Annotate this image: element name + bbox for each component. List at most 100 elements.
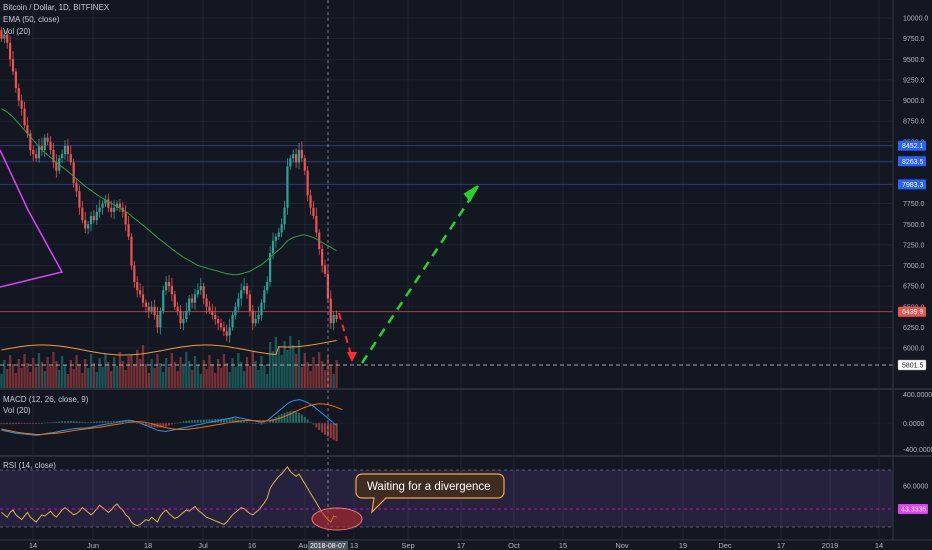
candle-body xyxy=(101,203,104,208)
projection-arrows[interactable] xyxy=(338,185,479,364)
macd-histogram-bar xyxy=(98,421,101,423)
volume-bar xyxy=(294,354,298,388)
macd-histogram-bar xyxy=(271,418,275,423)
symbol-title[interactable]: Bitcoin / Dollar, 1D, BITFINEX xyxy=(3,3,110,12)
volume-bar xyxy=(37,353,41,388)
macd-histogram-bar xyxy=(124,420,127,423)
triangle-drawing[interactable] xyxy=(0,149,64,288)
time-axis[interactable]: 14 Jun 18 Jul 16 Aug 13 Sep 17 Oct 15 Nov 19 Dec 17 201… xyxy=(29,541,883,550)
macd-histogram-bar xyxy=(72,421,75,423)
macd-histogram-bar xyxy=(9,423,12,425)
candle-body xyxy=(167,282,171,287)
macd-histogram-bar xyxy=(78,421,81,423)
price-tick-label: 6000.0 xyxy=(903,346,925,353)
candle-body xyxy=(245,286,249,295)
volume-bar xyxy=(323,370,327,388)
down-arrow[interactable] xyxy=(338,312,353,359)
macd-histogram-bar xyxy=(329,423,332,439)
macd-histogram-bar xyxy=(173,423,176,424)
macd-histogram-bar xyxy=(170,423,173,425)
rsi-axis[interactable]: 60.0000 43.3336 xyxy=(898,484,928,515)
candle-body xyxy=(84,220,87,229)
price-axis[interactable]: 10000.09750.09500.09250.09000.08750.0850… xyxy=(897,16,928,371)
volume-bar xyxy=(46,357,49,388)
time-tick-label: 16 xyxy=(248,541,256,550)
macd-histogram-bar xyxy=(113,421,116,423)
price-badge-label: 6439.9 xyxy=(902,309,924,316)
macd-legend[interactable]: MACD (12, 26, close, 9) xyxy=(3,395,89,404)
volume-bar xyxy=(159,363,162,388)
volume-bar xyxy=(144,364,148,388)
volume-bar xyxy=(84,359,87,388)
candle-body xyxy=(89,216,93,225)
candle-body xyxy=(141,294,145,303)
volume-bar xyxy=(297,340,301,388)
candle-body xyxy=(300,150,303,159)
volume-bar xyxy=(118,352,122,388)
price-tick-label: 9500.0 xyxy=(903,57,925,64)
candle-body xyxy=(231,315,234,328)
volume-bar xyxy=(231,358,234,388)
candle-body xyxy=(329,298,332,324)
price-tick-label: 9750.0 xyxy=(903,36,925,43)
macd-histogram-bar xyxy=(147,423,150,427)
macd-histogram-bar xyxy=(110,421,113,423)
macd-axis[interactable]: 400.0000 0.0000 -400.0000 xyxy=(903,392,932,454)
candle-body xyxy=(75,183,78,192)
candle-body xyxy=(81,207,84,221)
candle-body xyxy=(332,315,335,324)
ema-line xyxy=(1,108,337,276)
macd-histogram-bar xyxy=(20,423,23,424)
time-tick-label: Jul xyxy=(198,541,208,550)
macd-histogram-bar xyxy=(37,423,41,424)
macd-histogram-bar xyxy=(95,421,98,423)
macd-histogram-bar xyxy=(167,423,171,426)
macd-histogram-bar xyxy=(150,423,153,428)
candle-body xyxy=(115,203,119,208)
macd-histogram-bar xyxy=(260,423,263,425)
volume-bar xyxy=(329,365,332,388)
candle-body xyxy=(312,207,315,216)
volume-bar xyxy=(147,373,150,388)
candle-body xyxy=(78,191,81,208)
annotation-callout[interactable]: Waiting for a divergence xyxy=(355,473,505,514)
volume-bar xyxy=(219,368,223,388)
volume-bar xyxy=(63,365,67,388)
divergence-ellipse[interactable] xyxy=(311,507,363,531)
candle-body xyxy=(113,207,116,212)
macd-histogram-bar xyxy=(231,418,234,423)
volume-legend[interactable]: Vol (20) xyxy=(3,27,31,36)
macd-histogram-bar xyxy=(107,421,110,423)
macd-histogram-bar xyxy=(188,420,191,423)
time-tick-label: Aug xyxy=(298,541,311,550)
candle-body xyxy=(46,137,49,142)
macd-histogram-bar xyxy=(245,421,249,423)
volume-bar xyxy=(14,373,18,388)
time-tick-label: 17 xyxy=(457,541,465,550)
candle-body xyxy=(196,290,199,295)
volume-bar xyxy=(130,355,133,388)
ema-legend[interactable]: EMA (50, close) xyxy=(3,15,60,24)
candle-body xyxy=(43,137,46,150)
candle-body xyxy=(136,282,139,291)
volume-bar xyxy=(3,360,6,388)
macd-histogram-bar xyxy=(17,423,20,425)
volume-bar xyxy=(29,372,32,388)
rsi-legend[interactable]: RSI (14, close) xyxy=(3,461,56,470)
macd-tick-label: -400.0000 xyxy=(903,447,932,454)
time-tick-label: 13 xyxy=(350,541,358,550)
candle-body xyxy=(292,154,295,159)
macd-histogram-bar xyxy=(81,421,84,423)
volume-bar xyxy=(300,367,304,388)
volume-bar xyxy=(55,361,58,388)
volume-bar xyxy=(20,368,23,388)
volume-bar xyxy=(202,360,205,388)
up-arrow[interactable] xyxy=(360,195,474,364)
macd-histogram-bar xyxy=(32,423,35,424)
signal-line xyxy=(1,403,343,436)
volume-bar xyxy=(115,366,119,388)
macd-volume-legend[interactable]: Vol (20) xyxy=(3,406,31,415)
candlesticks[interactable] xyxy=(0,27,338,343)
volume-bar xyxy=(101,367,104,388)
